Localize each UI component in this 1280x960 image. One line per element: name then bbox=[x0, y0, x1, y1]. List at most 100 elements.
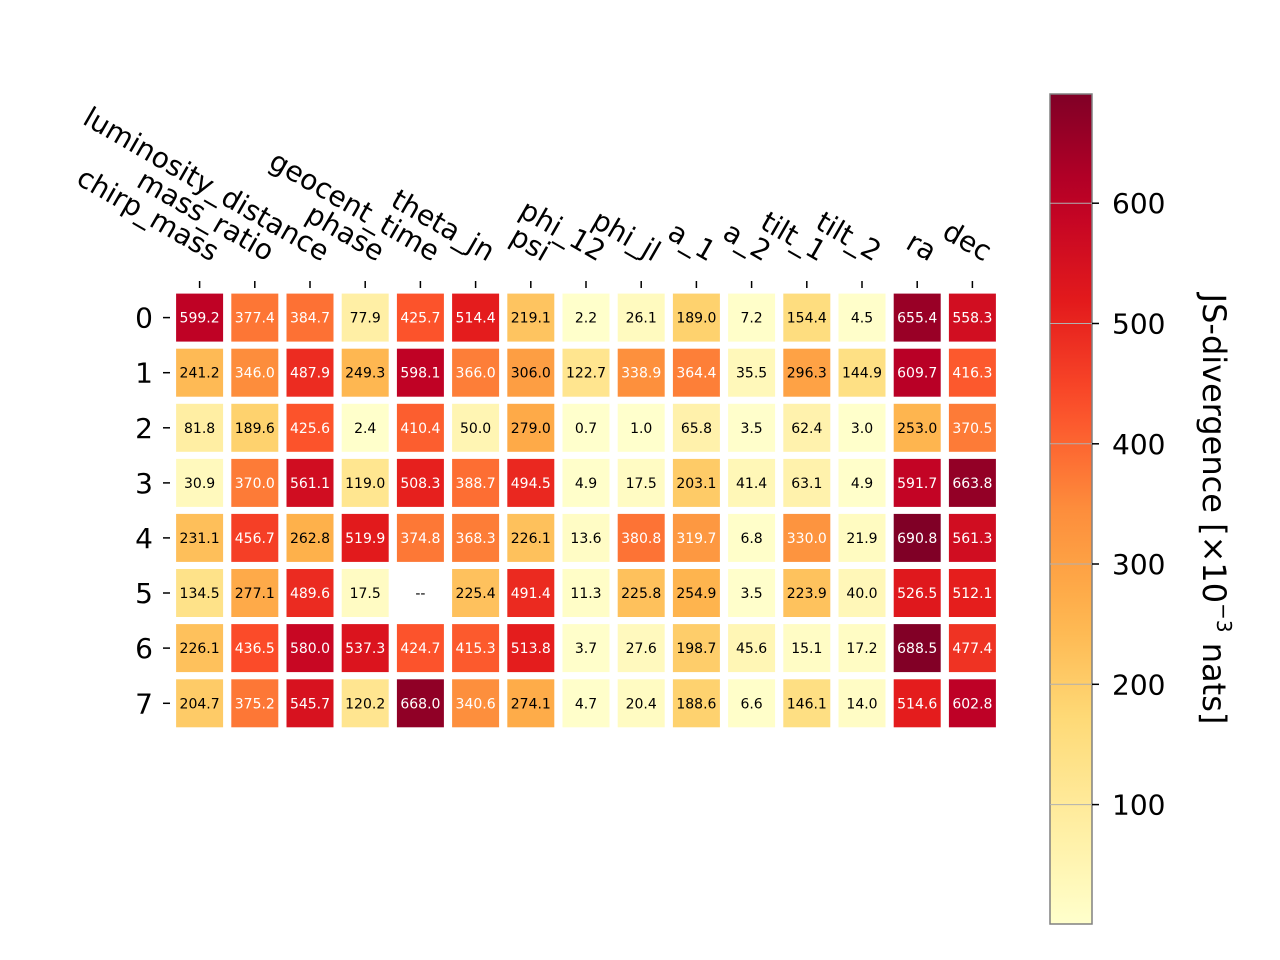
heatmap-cell-label: 226.1 bbox=[511, 531, 551, 547]
row-tick-label: 0 bbox=[135, 302, 153, 335]
colorbar-tick-label: 400 bbox=[1112, 428, 1165, 461]
heatmap-cell: 558.3 bbox=[948, 293, 996, 342]
heatmap-cell-label: 226.1 bbox=[180, 641, 220, 657]
heatmap-cell-label: 274.1 bbox=[511, 696, 551, 712]
heatmap-cell-label: 26.1 bbox=[626, 311, 657, 327]
heatmap-cell-label: 388.7 bbox=[456, 476, 496, 492]
heatmap-cell-label: -- bbox=[415, 586, 425, 602]
heatmap-cell: 204.7 bbox=[176, 679, 224, 728]
heatmap-cell-rect bbox=[176, 624, 224, 673]
heatmap-cell: 3.7 bbox=[562, 624, 610, 673]
heatmap-cell-label: 4.9 bbox=[575, 476, 597, 492]
colorbar-label-exponent: −3 bbox=[1212, 603, 1236, 632]
heatmap-cell: 598.1 bbox=[396, 348, 444, 397]
colorbar-tick-label: 300 bbox=[1112, 548, 1165, 581]
heatmap-cell-rect bbox=[341, 293, 389, 342]
heatmap-cell: 4.7 bbox=[562, 679, 610, 728]
heatmap-cell-rect bbox=[231, 679, 279, 728]
heatmap-cell-label: 30.9 bbox=[184, 476, 215, 492]
heatmap-cell: 21.9 bbox=[838, 513, 886, 562]
heatmap-cell-label: 380.8 bbox=[621, 531, 661, 547]
heatmap-cell-rect bbox=[893, 458, 941, 507]
colorbar-tick-label: 100 bbox=[1112, 789, 1165, 822]
row-tick-label: 1 bbox=[135, 357, 153, 390]
heatmap-cell-rect bbox=[507, 293, 555, 342]
heatmap-cell-label: 254.9 bbox=[676, 586, 716, 602]
colorbar: 100 200 300 400 500 600 JS-divergence [×10−3 … bbox=[1049, 93, 1236, 925]
heatmap-cell-rect bbox=[507, 403, 555, 452]
heatmap-cell-rect bbox=[452, 403, 500, 452]
heatmap-cell-label: 558.3 bbox=[952, 311, 992, 327]
heatmap-cell: 690.8 bbox=[893, 513, 941, 562]
heatmap-cell-label: 416.3 bbox=[952, 366, 992, 382]
row-tick-label: 2 bbox=[135, 412, 153, 445]
heatmap-cell-label: 4.5 bbox=[851, 311, 873, 327]
heatmap-cell: 688.5 bbox=[893, 624, 941, 673]
heatmap-cell-label: 204.7 bbox=[180, 696, 220, 712]
heatmap-cell-label: 277.1 bbox=[235, 586, 275, 602]
heatmap-cell-rect bbox=[672, 293, 720, 342]
heatmap-cell-label: 198.7 bbox=[676, 641, 716, 657]
heatmap-cell: 599.2 bbox=[176, 293, 224, 342]
heatmap-cell: 4.9 bbox=[562, 458, 610, 507]
heatmap-cell-rect bbox=[396, 348, 444, 397]
heatmap-cell-rect bbox=[893, 624, 941, 673]
heatmap-cell-rect bbox=[783, 403, 831, 452]
heatmap-cell-label: 561.1 bbox=[290, 476, 330, 492]
heatmap-cell-rect bbox=[617, 513, 665, 562]
heatmap-cell-rect bbox=[507, 679, 555, 728]
heatmap-cell: 512.1 bbox=[948, 569, 996, 617]
heatmap-cell: 364.4 bbox=[672, 348, 720, 397]
heatmap-cell-label: 602.8 bbox=[952, 696, 992, 712]
heatmap-cell-rect bbox=[617, 458, 665, 507]
heatmap-cell-label: 366.0 bbox=[456, 366, 496, 382]
heatmap-cell-rect bbox=[893, 513, 941, 562]
heatmap-cell-rect bbox=[672, 513, 720, 562]
heatmap-cell: 81.8 bbox=[176, 403, 224, 452]
heatmap-cell: 122.7 bbox=[562, 348, 610, 397]
heatmap-cells: 599.2 377.4 384.7 77.9 425.7 514.4 219.1 2.2 26.… bbox=[176, 293, 996, 728]
heatmap-cell-label: 688.5 bbox=[897, 641, 937, 657]
heatmap-cell: 4.9 bbox=[838, 458, 886, 507]
heatmap-cell-rect bbox=[231, 458, 279, 507]
heatmap-cell: 3.5 bbox=[728, 403, 776, 452]
heatmap-cell-label: 364.4 bbox=[676, 366, 716, 382]
heatmap-cell: 306.0 bbox=[507, 348, 555, 397]
heatmap-cell-label: 17.5 bbox=[350, 586, 381, 602]
heatmap-cell: 384.7 bbox=[286, 293, 334, 342]
heatmap-cell-label: 3.0 bbox=[851, 421, 873, 437]
heatmap-cell: 456.7 bbox=[231, 513, 279, 562]
heatmap-cell: 189.6 bbox=[231, 403, 279, 452]
heatmap-cell: 370.0 bbox=[231, 458, 279, 507]
row-tick-label: 3 bbox=[135, 467, 153, 500]
heatmap-cell-label: 35.5 bbox=[736, 366, 767, 382]
heatmap-cell-rect bbox=[672, 403, 720, 452]
heatmap-cell: 198.7 bbox=[672, 624, 720, 673]
column-axis: chirp_massmass_ratioluminosity_distancep… bbox=[71, 100, 997, 288]
heatmap-cell: 491.4 bbox=[507, 569, 555, 617]
heatmap-cell-rect bbox=[672, 624, 720, 673]
heatmap-cell-label: 20.4 bbox=[626, 696, 657, 712]
colorbar-label-suffix: nats] bbox=[1195, 633, 1233, 725]
heatmap-cell: 14.0 bbox=[838, 679, 886, 728]
heatmap-cell: 4.5 bbox=[838, 293, 886, 342]
heatmap-cell: 223.9 bbox=[783, 569, 831, 617]
heatmap-cell-label: 144.9 bbox=[842, 366, 882, 382]
heatmap-cell: 0.7 bbox=[562, 403, 610, 452]
heatmap-cell: 26.1 bbox=[617, 293, 665, 342]
heatmap-cell: 410.4 bbox=[396, 403, 444, 452]
heatmap-cell: 120.2 bbox=[341, 679, 389, 728]
heatmap-cell: 668.0 bbox=[396, 679, 444, 728]
heatmap-cell-label: 223.9 bbox=[787, 586, 827, 602]
heatmap-cell-label: 513.8 bbox=[511, 641, 551, 657]
heatmap-cell-rect bbox=[948, 569, 996, 617]
heatmap-cell-rect bbox=[176, 293, 224, 342]
heatmap-cell-label: 11.3 bbox=[570, 586, 601, 602]
heatmap-cell-rect bbox=[176, 348, 224, 397]
heatmap-cell-label: 65.8 bbox=[681, 421, 712, 437]
heatmap-cell-label: 0.7 bbox=[575, 421, 597, 437]
heatmap-cell: 436.5 bbox=[231, 624, 279, 673]
heatmap-cell: 226.1 bbox=[507, 513, 555, 562]
heatmap-cell-rect bbox=[783, 569, 831, 617]
heatmap-cell: 277.1 bbox=[231, 569, 279, 617]
